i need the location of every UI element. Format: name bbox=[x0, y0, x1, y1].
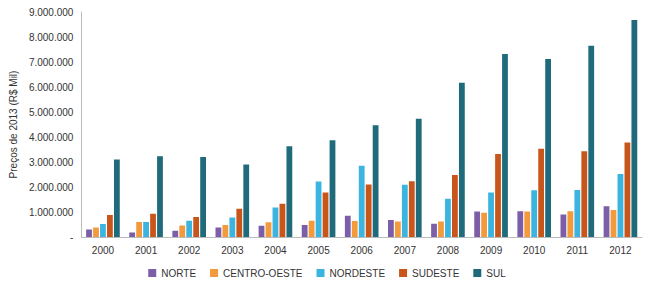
svg-text:2004: 2004 bbox=[264, 245, 287, 256]
svg-text:9.000.000: 9.000.000 bbox=[29, 7, 74, 18]
svg-text:Preços de 2013 (R$ Mil): Preços de 2013 (R$ Mil) bbox=[8, 71, 19, 179]
svg-text:2011: 2011 bbox=[567, 245, 589, 256]
svg-text:1.000.000: 1.000.000 bbox=[29, 207, 74, 218]
svg-text:CENTRO-OESTE: CENTRO-OESTE bbox=[223, 268, 303, 279]
svg-text:-: - bbox=[70, 232, 73, 243]
svg-text:2009: 2009 bbox=[480, 245, 503, 256]
svg-text:NORTE: NORTE bbox=[161, 268, 196, 279]
svg-text:2010: 2010 bbox=[523, 245, 546, 256]
svg-text:3.000.000: 3.000.000 bbox=[29, 157, 74, 168]
svg-text:5.000.000: 5.000.000 bbox=[29, 107, 74, 118]
svg-text:2005: 2005 bbox=[307, 245, 330, 256]
svg-text:7.000.000: 7.000.000 bbox=[29, 57, 74, 68]
svg-text:2006: 2006 bbox=[351, 245, 374, 256]
svg-text:2012: 2012 bbox=[609, 245, 632, 256]
svg-text:SUDESTE: SUDESTE bbox=[412, 268, 460, 279]
svg-text:2.000.000: 2.000.000 bbox=[29, 182, 74, 193]
svg-text:NORDESTE: NORDESTE bbox=[330, 268, 386, 279]
svg-text:4.000.000: 4.000.000 bbox=[29, 132, 74, 143]
svg-text:2003: 2003 bbox=[221, 245, 244, 256]
svg-text:8.000.000: 8.000.000 bbox=[29, 32, 74, 43]
svg-text:2007: 2007 bbox=[394, 245, 417, 256]
svg-text:6.000.000: 6.000.000 bbox=[29, 82, 74, 93]
svg-text:2008: 2008 bbox=[437, 245, 460, 256]
svg-text:SUL: SUL bbox=[486, 268, 506, 279]
svg-text:2001: 2001 bbox=[135, 245, 158, 256]
svg-text:2000: 2000 bbox=[92, 245, 115, 256]
svg-text:2002: 2002 bbox=[178, 245, 201, 256]
